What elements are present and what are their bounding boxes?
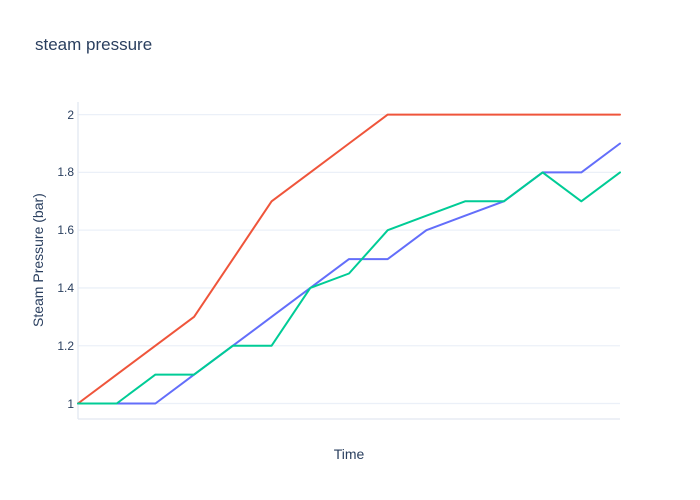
y-tick-label: 1.4: [57, 280, 74, 295]
y-tick-label: 1.2: [57, 338, 74, 353]
series-line-1: [77, 113, 621, 405]
y-tick-label: 2: [67, 107, 74, 122]
y-tick-label: 1: [67, 396, 74, 411]
y-tick-label: 1.8: [57, 165, 74, 180]
chart-title: steam pressure: [35, 35, 153, 54]
y-tick-label: 1.6: [57, 223, 74, 238]
series-line-2: [77, 171, 621, 405]
x-axis-title: Time: [333, 446, 365, 462]
